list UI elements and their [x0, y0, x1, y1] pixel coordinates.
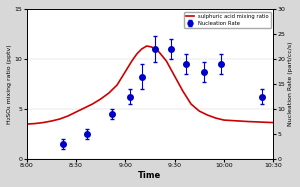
sulphuric acid mixing ratio [206, 114, 209, 116]
sulphuric acid mixing ratio [173, 75, 176, 77]
sulphuric acid mixing ratio [58, 118, 61, 120]
sulphuric acid mixing ratio [140, 48, 143, 50]
sulphuric acid mixing ratio [189, 103, 193, 105]
sulphuric acid mixing ratio [238, 120, 242, 122]
Legend: sulphuric acid mixing ratio, Nucleation Rate: sulphuric acid mixing ratio, Nucleation … [184, 12, 271, 28]
sulphuric acid mixing ratio [41, 121, 45, 124]
Line: sulphuric acid mixing ratio: sulphuric acid mixing ratio [27, 46, 273, 124]
sulphuric acid mixing ratio [125, 68, 129, 70]
sulphuric acid mixing ratio [120, 76, 124, 78]
sulphuric acid mixing ratio [99, 98, 102, 100]
sulphuric acid mixing ratio [181, 90, 184, 92]
sulphuric acid mixing ratio [247, 120, 250, 123]
sulphuric acid mixing ratio [255, 121, 259, 123]
sulphuric acid mixing ratio [222, 119, 226, 121]
sulphuric acid mixing ratio [82, 107, 86, 109]
sulphuric acid mixing ratio [130, 60, 134, 62]
sulphuric acid mixing ratio [272, 121, 275, 124]
sulphuric acid mixing ratio [135, 53, 139, 55]
X-axis label: Time: Time [138, 171, 162, 180]
sulphuric acid mixing ratio [165, 60, 168, 62]
sulphuric acid mixing ratio [107, 92, 111, 94]
Y-axis label: H₂SO₄ mixing ratio (pptv): H₂SO₄ mixing ratio (pptv) [7, 44, 12, 124]
sulphuric acid mixing ratio [115, 84, 119, 86]
sulphuric acid mixing ratio [25, 123, 28, 125]
sulphuric acid mixing ratio [145, 45, 148, 47]
sulphuric acid mixing ratio [33, 122, 37, 125]
sulphuric acid mixing ratio [263, 121, 267, 123]
sulphuric acid mixing ratio [150, 46, 153, 48]
Y-axis label: Nucleation Rate (part/cc/s): Nucleation Rate (part/cc/s) [288, 42, 293, 126]
sulphuric acid mixing ratio [66, 115, 70, 117]
sulphuric acid mixing ratio [156, 50, 160, 52]
sulphuric acid mixing ratio [91, 103, 94, 105]
sulphuric acid mixing ratio [214, 117, 217, 119]
sulphuric acid mixing ratio [230, 119, 234, 122]
sulphuric acid mixing ratio [197, 110, 201, 112]
sulphuric acid mixing ratio [50, 120, 53, 122]
sulphuric acid mixing ratio [74, 111, 78, 113]
